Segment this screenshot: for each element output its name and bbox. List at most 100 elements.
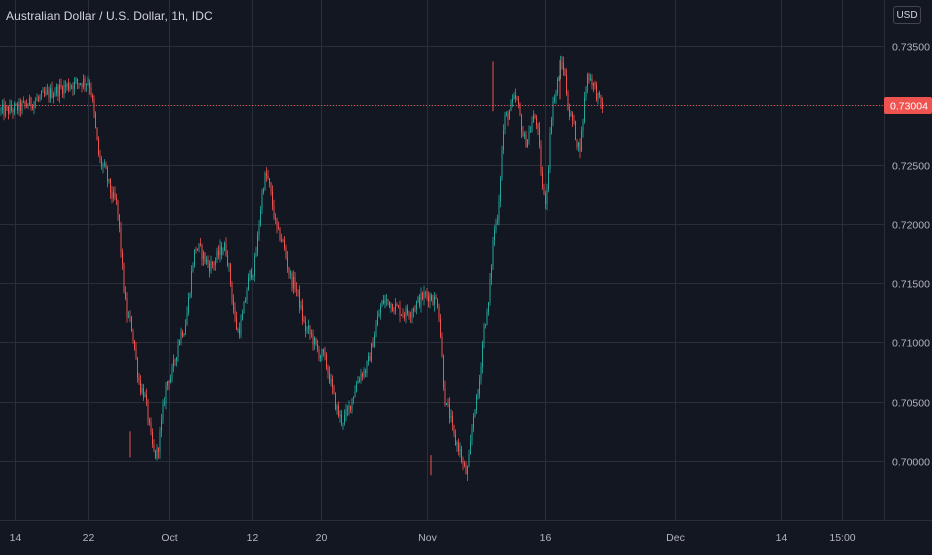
- candle-body: [110, 179, 111, 193]
- candle-body: [216, 251, 218, 261]
- currency-button[interactable]: USD: [893, 6, 921, 24]
- candle-body: [575, 121, 576, 140]
- y-tick-label: 0.71500: [892, 279, 930, 291]
- candle-body: [375, 325, 377, 337]
- x-tick-label: 12: [247, 532, 259, 544]
- candle-body: [281, 240, 282, 241]
- candle-body: [207, 259, 209, 265]
- candle-body: [225, 243, 227, 256]
- candle-body: [525, 134, 527, 148]
- candle-body: [509, 111, 510, 120]
- candle-body: [87, 83, 89, 85]
- candle-body: [477, 393, 479, 396]
- candle-body: [158, 447, 159, 452]
- candle-body: [540, 145, 542, 173]
- candle-body: [410, 316, 411, 318]
- y-tick-label: 0.73500: [892, 42, 930, 54]
- candle-body: [294, 276, 296, 290]
- candle-body: [180, 331, 182, 341]
- candle-body: [440, 319, 441, 337]
- candles: [0, 55, 603, 481]
- candle-body: [318, 349, 320, 359]
- candle-body: [86, 84, 87, 86]
- candle-body: [558, 78, 560, 80]
- candle-body: [305, 321, 306, 331]
- candle-body: [36, 98, 38, 101]
- chart-title: Australian Dollar / U.S. Dollar, 1h, IDC: [6, 9, 213, 23]
- candle-body: [248, 277, 249, 291]
- candle-body: [452, 416, 453, 425]
- candle-body: [585, 86, 587, 98]
- candle-body: [39, 96, 41, 99]
- candle-body: [254, 256, 255, 276]
- candle-body: [329, 372, 330, 383]
- candle-body: [479, 379, 480, 394]
- candle-body: [417, 297, 419, 302]
- candle-body: [222, 250, 224, 255]
- candle-body: [335, 392, 336, 410]
- candle-body: [150, 422, 152, 432]
- candle-body: [111, 192, 113, 199]
- candle-body: [447, 403, 449, 405]
- candle-body: [534, 115, 536, 118]
- candle-body: [15, 104, 17, 105]
- candle-body: [167, 381, 168, 386]
- candle-body: [62, 87, 63, 94]
- candle-body: [134, 340, 135, 349]
- candle-body: [116, 197, 117, 201]
- candle-body: [270, 182, 272, 192]
- candle-body: [528, 132, 530, 140]
- candle-body: [549, 133, 551, 170]
- candle-body: [492, 240, 494, 267]
- candle-body: [174, 359, 176, 361]
- candle-body: [194, 249, 195, 266]
- candle-body: [120, 227, 122, 253]
- candle-body: [288, 267, 290, 274]
- candle-body: [564, 70, 566, 76]
- candle-body: [204, 252, 206, 262]
- candle-body: [569, 109, 570, 117]
- candle-body: [488, 302, 489, 312]
- candle-body: [236, 316, 237, 330]
- candle-body: [594, 82, 596, 86]
- candle-body: [287, 257, 288, 268]
- time-axis[interactable]: 14 22 Oct 12 20 Nov 16 Dec 14 15:00: [10, 532, 856, 544]
- candle-body: [30, 97, 32, 106]
- candle-body: [546, 188, 548, 204]
- candle-body: [402, 314, 404, 316]
- candle-body: [485, 325, 486, 326]
- candle-body: [65, 85, 66, 87]
- candle-body: [101, 159, 102, 167]
- candle-body: [531, 122, 533, 131]
- candle-body: [27, 105, 29, 107]
- candle-body: [411, 312, 413, 317]
- candle-body: [129, 316, 131, 317]
- candle-body: [563, 63, 564, 71]
- candle-body: [551, 119, 552, 134]
- candle-body: [137, 358, 138, 378]
- candle-body: [581, 131, 582, 152]
- candle-body: [467, 466, 468, 475]
- candle-body: [297, 289, 299, 291]
- candle-body: [26, 104, 27, 106]
- candle-body: [243, 302, 245, 314]
- candle-body: [588, 74, 590, 81]
- candle-body: [587, 74, 588, 87]
- candle-body: [414, 308, 416, 310]
- candle-body: [503, 130, 504, 150]
- candle-body: [324, 352, 326, 355]
- candle-body: [425, 292, 426, 294]
- candle-body: [435, 296, 437, 300]
- candle-body: [221, 246, 222, 255]
- candle-body: [165, 385, 167, 403]
- candle-body: [441, 336, 443, 357]
- candle-body: [50, 88, 51, 98]
- candle-body: [189, 293, 191, 298]
- candle-body: [533, 115, 534, 123]
- candle-body: [17, 104, 18, 111]
- candle-body: [471, 428, 473, 442]
- candle-body: [53, 95, 54, 98]
- candle-body: [578, 142, 579, 148]
